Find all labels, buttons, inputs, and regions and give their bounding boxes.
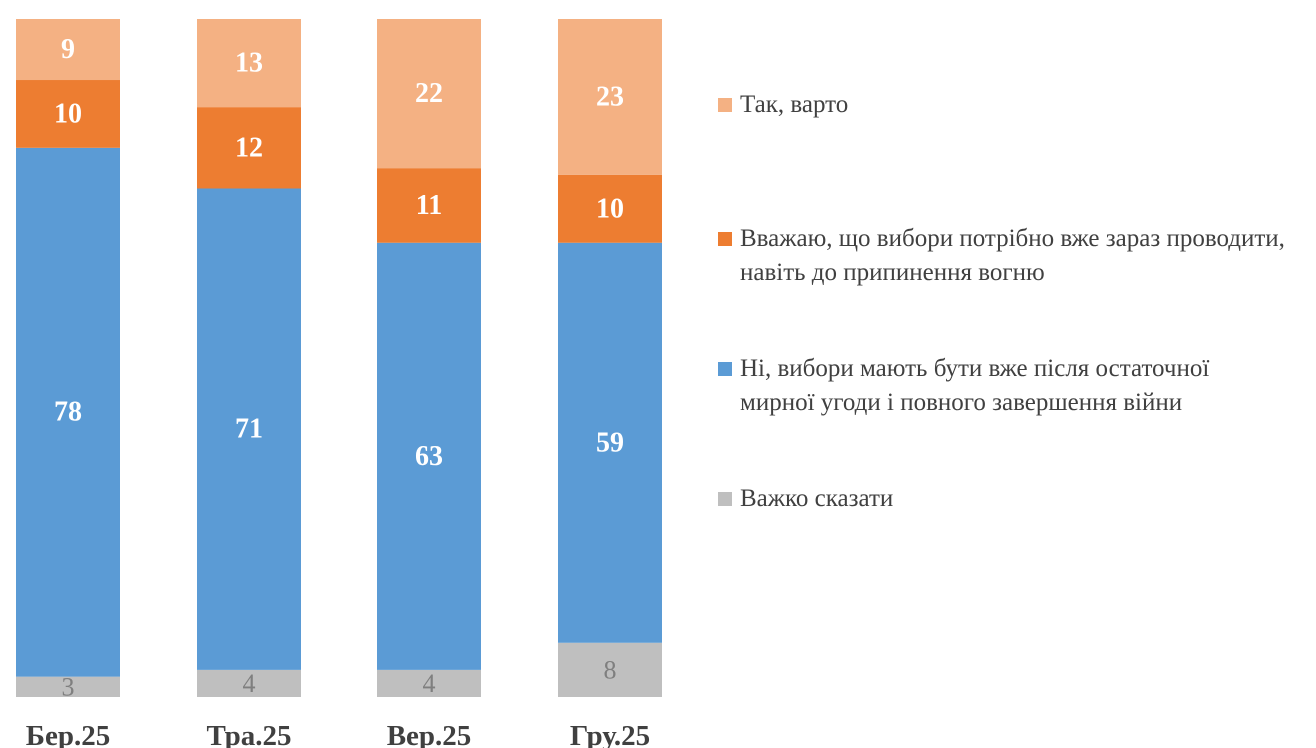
- x-axis-labels: Бер.25 Тра.25 Вер.25 Гру.25: [26, 720, 650, 748]
- data-label-series-1-cat-1: 71: [235, 414, 263, 445]
- bar-segment-series-3-cat-2: [377, 19, 481, 169]
- legend-label-series-3: Так, варто: [740, 91, 849, 118]
- bar-segment-series-3-cat-1: [197, 19, 301, 108]
- data-label-series-3-cat-0: 9: [61, 34, 75, 65]
- x-tick-label-2: Вер.25: [387, 720, 472, 748]
- legend-item-series-2: Вважаю, що вибори потрібно вже зараз про…: [718, 222, 1316, 290]
- bar-segment-series-3-cat-0: [16, 19, 120, 81]
- x-tick-label-0: Бер.25: [26, 720, 110, 748]
- bar-segment-series-3-cat-3: [558, 19, 662, 175]
- data-label-series-2-cat-3: 10: [596, 193, 624, 224]
- legend-item-series-1: Ні, вибори мають бути вже після остаточн…: [718, 352, 1230, 420]
- bar-segment-series-0-cat-0: [16, 676, 120, 697]
- data-label-series-1-cat-2: 63: [415, 441, 443, 472]
- x-tick-label-3: Гру.25: [570, 720, 650, 748]
- legend-label-series-2: Вважаю, що вибори потрібно вже зараз про…: [740, 225, 1285, 286]
- data-labels-group: 3 78 10 9 4 71 12 13 4 63 11 22 8 59 10 23: [54, 34, 624, 701]
- bars-group: [16, 19, 662, 697]
- data-label-series-3-cat-1: 13: [235, 48, 263, 79]
- data-label-series-2-cat-2: 11: [416, 190, 442, 221]
- bar-segment-series-1-cat-1: [197, 188, 301, 670]
- bar-segment-series-2-cat-2: [377, 168, 481, 243]
- bar-segment-series-1-cat-3: [558, 242, 662, 643]
- legend-label-series-1: Ні, вибори мають бути вже після остаточн…: [740, 355, 1210, 416]
- data-label-series-1-cat-0: 78: [54, 397, 82, 428]
- legend-item-series-0: Важко сказати: [718, 482, 1316, 516]
- legend-item-series-3: Так, варто: [718, 88, 1316, 122]
- bar-segment-series-0-cat-1: [197, 669, 301, 697]
- bar-segment-series-0-cat-2: [377, 669, 481, 697]
- legend-swatch-series-1: [718, 362, 732, 376]
- data-label-series-2-cat-1: 12: [235, 132, 263, 163]
- legend-swatch-series-3: [718, 98, 732, 112]
- bar-segment-series-2-cat-1: [197, 107, 301, 189]
- data-label-series-0-cat-1: 4: [243, 669, 256, 698]
- x-tick-label-1: Тра.25: [206, 720, 291, 748]
- data-label-series-2-cat-0: 10: [54, 98, 82, 129]
- bar-segment-series-0-cat-3: [558, 642, 662, 697]
- data-label-series-0-cat-0: 3: [62, 672, 75, 701]
- bar-segment-series-2-cat-3: [558, 174, 662, 243]
- legend: Так, варто Вважаю, що вибори потрібно вж…: [718, 0, 1316, 748]
- data-label-series-0-cat-2: 4: [423, 669, 436, 698]
- bar-segment-series-1-cat-0: [16, 147, 120, 677]
- data-label-series-1-cat-3: 59: [596, 427, 624, 458]
- legend-swatch-series-0: [718, 492, 732, 506]
- legend-swatch-series-2: [718, 232, 732, 246]
- bar-segment-series-1-cat-2: [377, 242, 481, 670]
- data-label-series-3-cat-3: 23: [596, 81, 624, 112]
- legend-label-series-0: Важко сказати: [740, 485, 894, 512]
- bar-segment-series-2-cat-0: [16, 80, 120, 148]
- data-label-series-3-cat-2: 22: [415, 78, 443, 109]
- data-label-series-0-cat-3: 8: [604, 655, 617, 684]
